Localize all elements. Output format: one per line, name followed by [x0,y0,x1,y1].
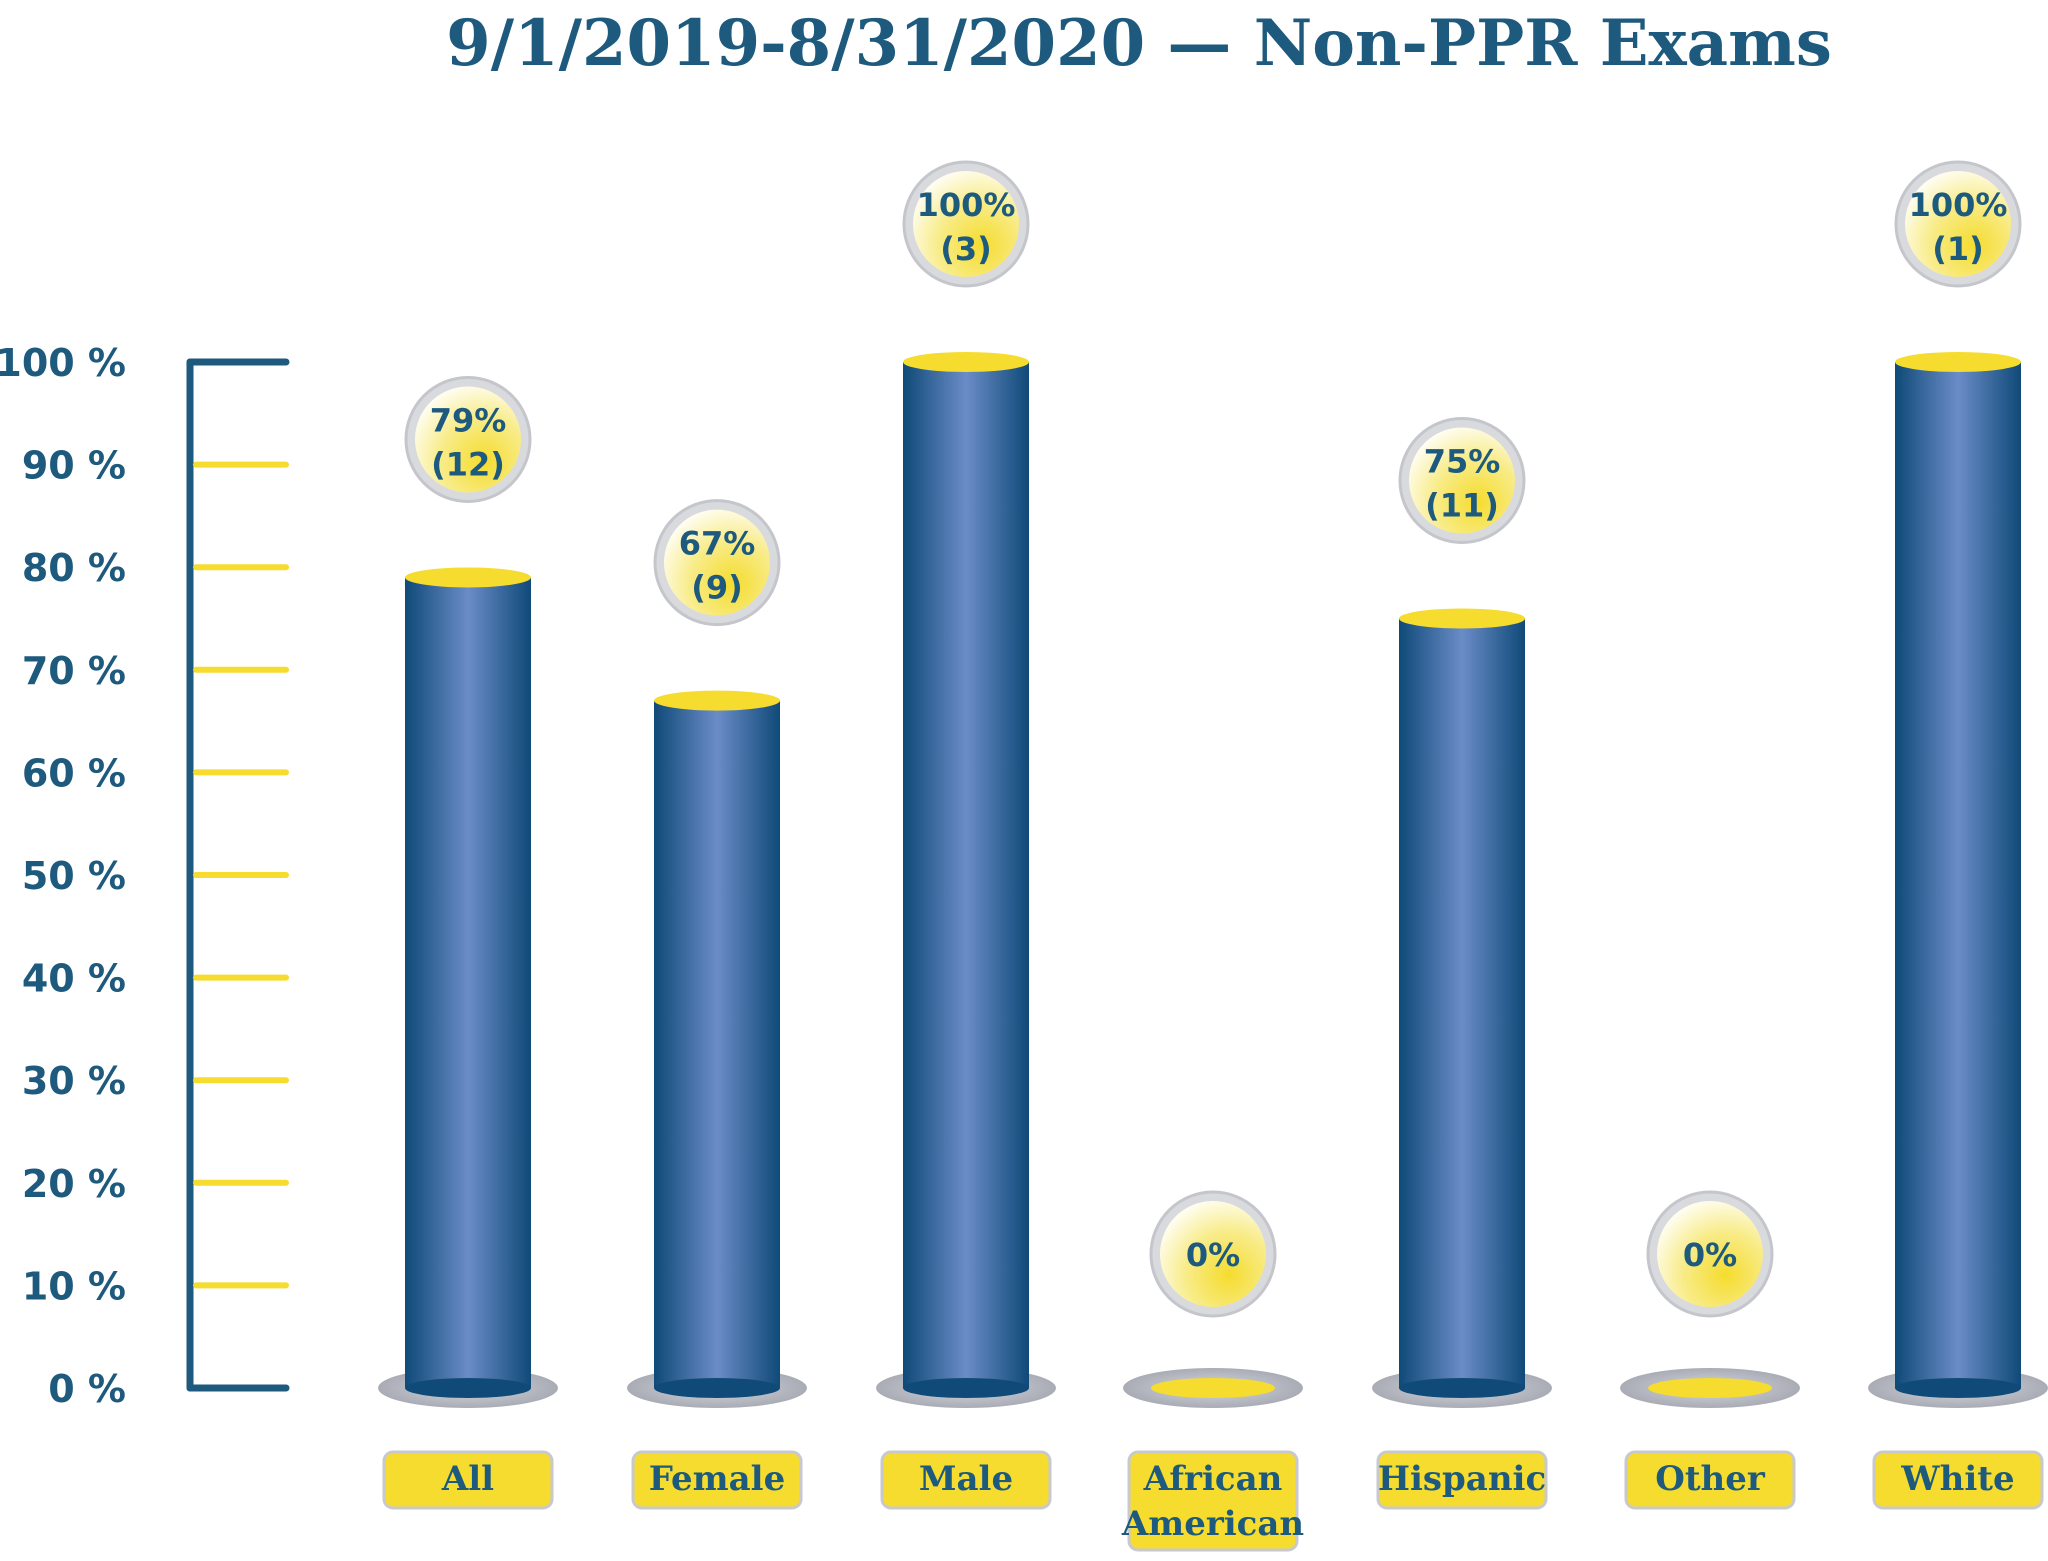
bar-top-cap [1151,1378,1275,1398]
data-label: 100% [1909,186,2008,224]
bar-bottom [1399,1378,1525,1398]
category-label-box [880,1450,1052,1510]
category-label: American [1121,1504,1304,1544]
category-label: Other [1655,1459,1766,1499]
bar-top-cap [654,690,780,711]
value-bubble [1160,1201,1266,1307]
y-tick-label: 30 % [22,1059,126,1103]
data-label: 75% [1424,443,1501,481]
value-bubble [913,171,1019,277]
bar-group: 100% (3) Male [876,160,1056,1510]
category-label-box [1127,1450,1299,1552]
bar-bottom [654,1378,780,1398]
bar-top-cap [1648,1378,1772,1398]
bar [903,362,1029,1388]
data-label: (12) [431,445,505,483]
category-label: Hispanic [1378,1459,1546,1499]
value-bubble [1409,427,1515,534]
bar-group: 0% Other [1620,1190,1800,1510]
data-label: 79% [430,401,507,439]
data-label: 67% [679,525,756,563]
category-label: African [1143,1459,1283,1499]
bar-top-cap [405,567,531,588]
y-tick-label: 80 % [22,546,126,590]
bar-top-cap [1895,352,2021,372]
y-tick-label: 20 % [22,1162,126,1206]
bar-group: 100% (1) White [1868,160,2048,1510]
data-label: (3) [940,230,992,268]
category-label: White [1900,1459,2014,1499]
category-label-box [1624,1450,1796,1510]
bar-group: 75% (11) Hispanic [1372,417,1552,1510]
data-label: (1) [1932,230,1984,268]
category-label-box [1872,1450,2044,1510]
bar [1399,618,1525,1388]
y-tick-label: 40 % [22,957,126,1001]
data-label: 100% [917,186,1016,224]
bar-group: 67% (9) Female [627,499,807,1510]
category-label-box [382,1450,554,1510]
category-label: Male [919,1459,1013,1499]
bar-top-cap [1399,608,1525,629]
bar [405,577,531,1388]
y-tick-label: 70 % [22,649,126,693]
category-label: Female [649,1459,785,1499]
bar [1895,362,2021,1388]
bar-top-cap [903,352,1029,372]
data-label: (11) [1425,487,1499,525]
value-bubble [664,509,770,616]
y-tick-label: 100 % [0,341,126,385]
value-bubble [1905,171,2011,277]
value-bubble [1657,1201,1763,1307]
data-label: 0% [1186,1236,1240,1274]
data-label: 0% [1683,1236,1737,1274]
y-tick-label: 90 % [22,444,126,488]
category-label: All [441,1459,494,1499]
y-tick-label: 0 % [48,1367,126,1411]
y-tick-label: 10 % [22,1264,126,1308]
bar-group: 79% (12) All [378,375,558,1510]
chart-title: 9/1/2019-8/31/2020 — Non-PPR Exams [446,6,1832,81]
value-bubble [415,386,521,493]
bar-bottom [1895,1378,2021,1398]
bar-bottom [903,1378,1029,1398]
y-tick-label: 50 % [22,854,126,898]
bar-bottom [405,1378,531,1398]
data-label: (9) [691,569,743,607]
category-label-box [631,1450,803,1510]
category-label-box [1376,1450,1548,1510]
y-tick-label: 60 % [22,751,126,795]
bar [654,700,780,1388]
bar-group: 0% African American [1121,1190,1304,1552]
